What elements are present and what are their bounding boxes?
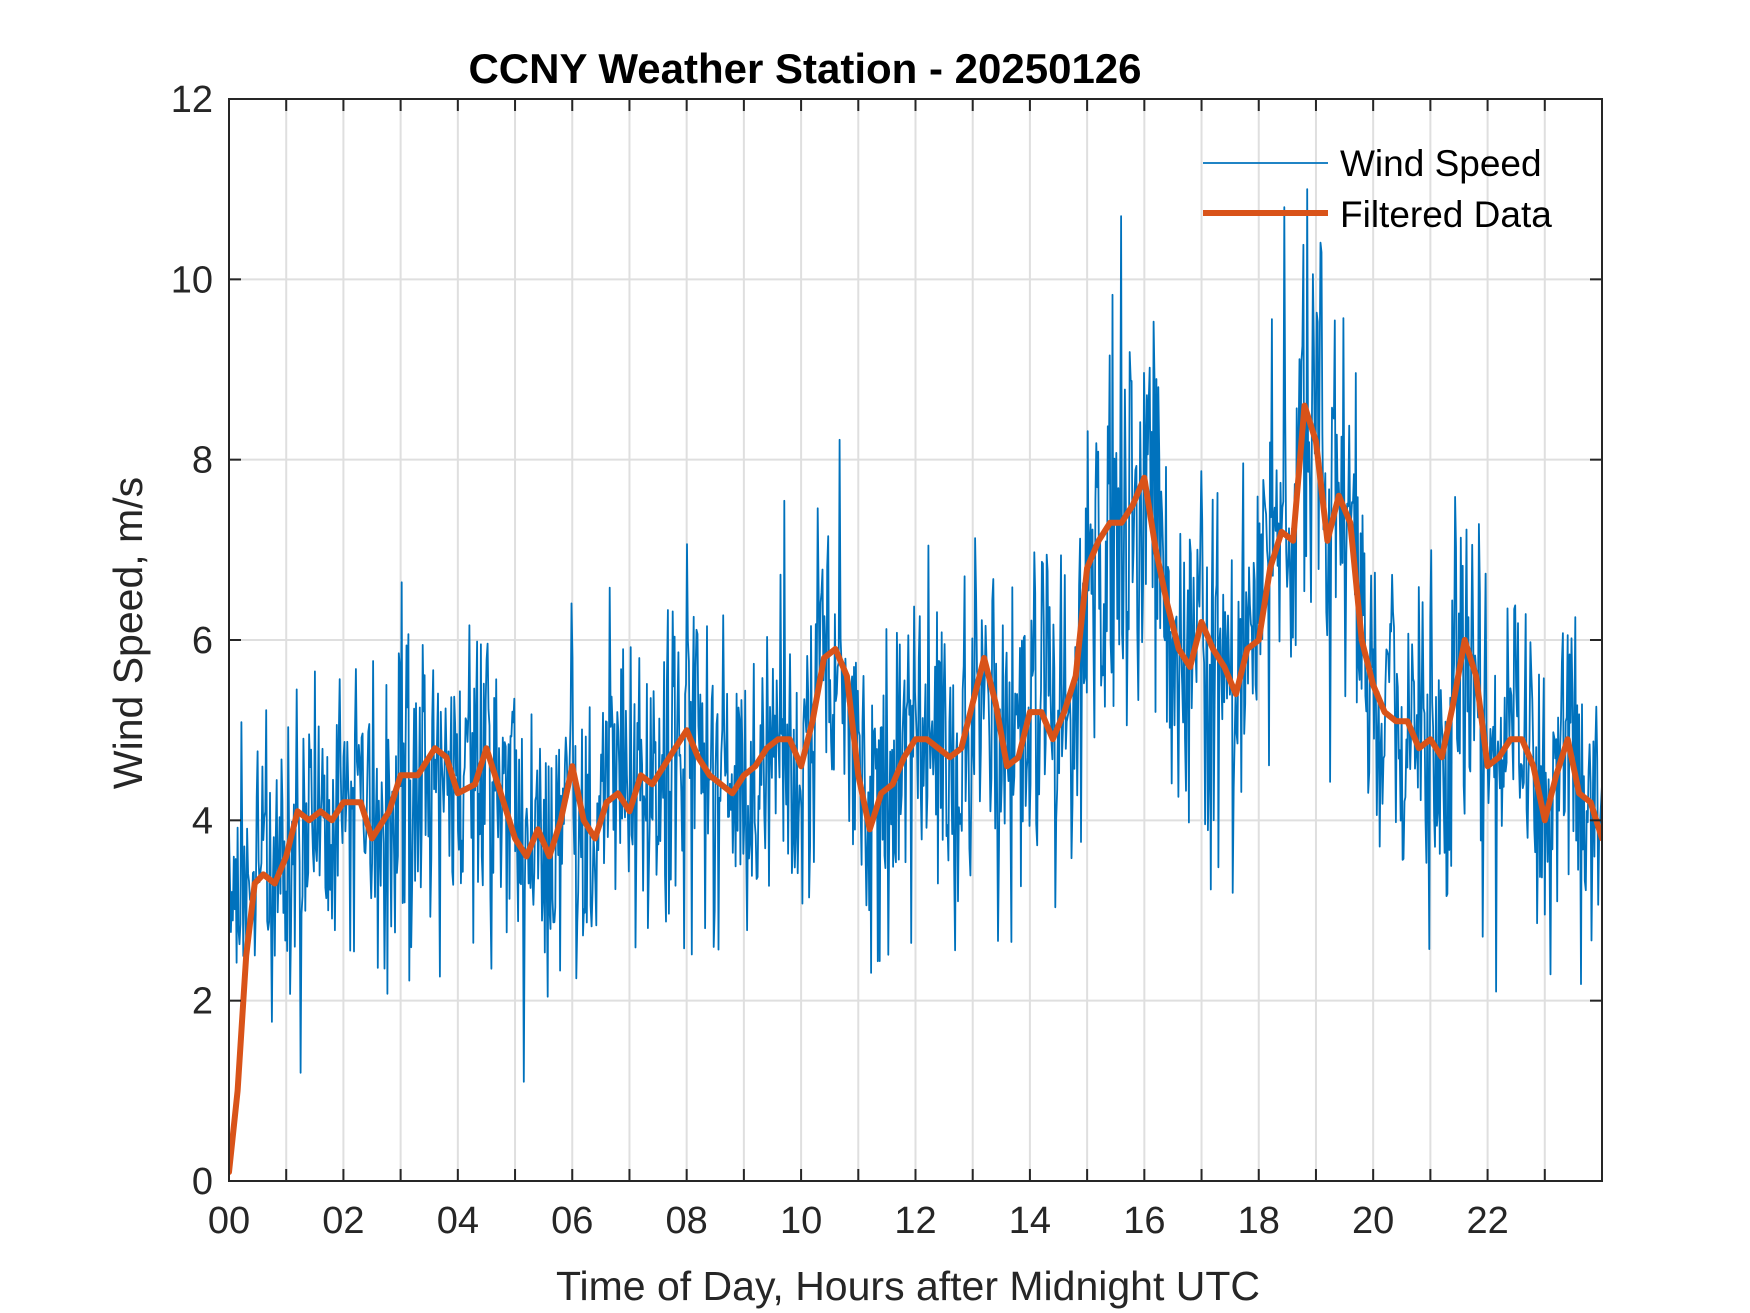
- x-tick-label: 08: [666, 1200, 708, 1242]
- y-tick-label: 0: [192, 1161, 213, 1203]
- chart-title: CCNY Weather Station - 20250126: [468, 45, 1141, 92]
- axis-ticks: [229, 98, 1602, 1182]
- y-axis-label: Wind Speed, m/s: [105, 477, 151, 789]
- x-tick-label: 04: [437, 1200, 479, 1242]
- y-tick-label: 12: [171, 79, 213, 121]
- y-tick-label: 4: [192, 800, 213, 842]
- legend: Wind Speed Filtered Data: [1203, 143, 1552, 235]
- x-tick-labels: 00 02 04 06 08 10 12 14 16 18 20 22: [208, 1200, 1509, 1242]
- x-tick-label: 12: [894, 1200, 936, 1242]
- x-tick-label: 18: [1238, 1200, 1280, 1242]
- x-tick-label: 02: [322, 1200, 364, 1242]
- legend-label-wind-speed: Wind Speed: [1340, 143, 1542, 184]
- x-tick-label: 00: [208, 1200, 250, 1242]
- x-tick-label: 16: [1123, 1200, 1165, 1242]
- x-tick-label: 06: [551, 1200, 593, 1242]
- y-tick-label: 8: [192, 440, 213, 482]
- y-tick-label: 6: [192, 620, 213, 662]
- series-line-wind-speed: [229, 188, 1602, 1083]
- x-tick-label: 10: [780, 1200, 822, 1242]
- x-axis-label: Time of Day, Hours after Midnight UTC: [556, 1263, 1260, 1309]
- legend-label-filtered-data: Filtered Data: [1340, 194, 1552, 235]
- y-tick-label: 2: [192, 981, 213, 1023]
- x-tick-label: 20: [1352, 1200, 1394, 1242]
- y-tick-labels: 0 2 4 6 8 10 12: [171, 79, 213, 1203]
- plot-series: [229, 188, 1602, 1175]
- x-tick-label: 14: [1009, 1200, 1051, 1242]
- x-tick-label: 22: [1466, 1200, 1508, 1242]
- y-tick-label: 10: [171, 259, 213, 301]
- series-line-filtered-data: [229, 402, 1602, 1175]
